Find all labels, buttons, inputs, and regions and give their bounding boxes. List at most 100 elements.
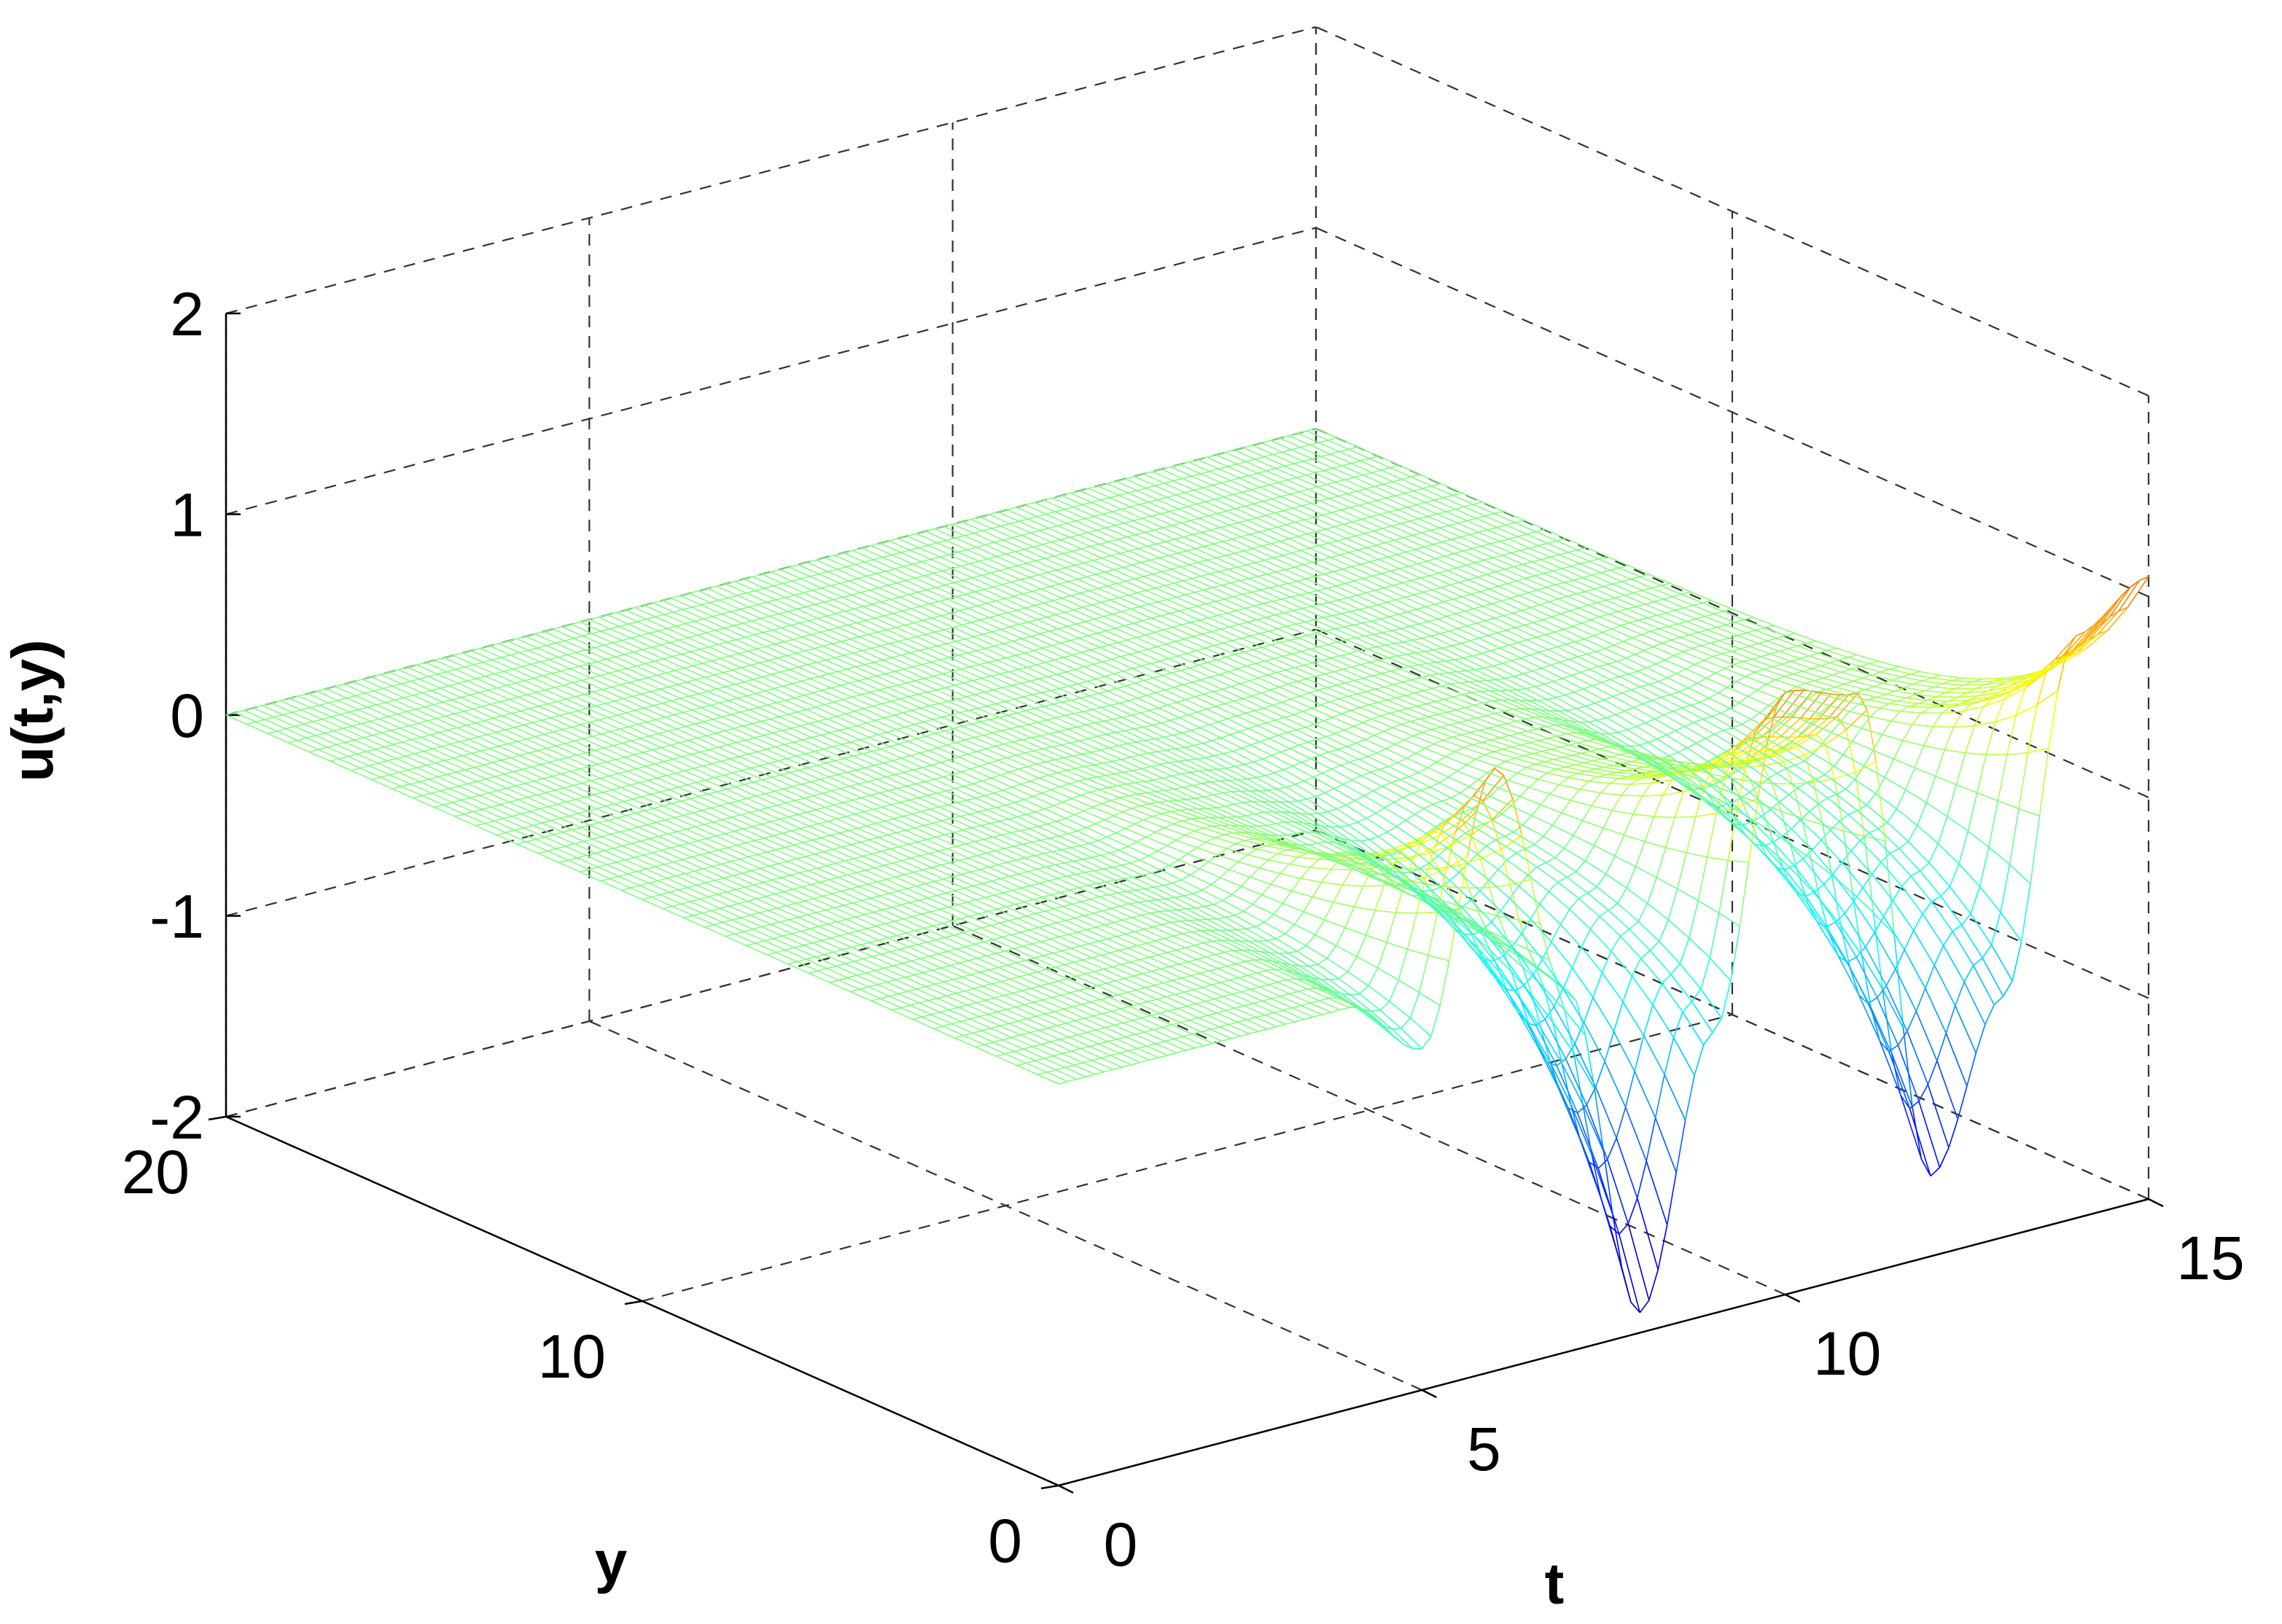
mesh-segment [885, 921, 895, 925]
mesh-segment [1068, 931, 1078, 935]
mesh-segment [1663, 711, 1673, 716]
mesh-segment [1800, 717, 1810, 719]
mesh-segment [431, 687, 441, 692]
mesh-segment [992, 628, 1002, 633]
mesh-segment [729, 652, 739, 657]
mesh-segment [1748, 689, 1758, 698]
mesh-segment [1169, 859, 1179, 866]
mesh-segment [814, 748, 824, 752]
mesh-segment [928, 747, 938, 752]
mesh-segment [1243, 800, 1253, 803]
mesh-segment [1683, 604, 1694, 609]
mesh-segment [530, 808, 540, 812]
mesh-segment [1220, 979, 1230, 983]
mesh-segment [1844, 680, 1854, 685]
mesh-segment [1643, 1004, 1654, 1036]
mesh-segment [1112, 759, 1121, 762]
mesh-segment [1530, 604, 1541, 609]
mesh-segment [723, 875, 733, 879]
mesh-segment [405, 753, 415, 757]
mesh-segment [1074, 1062, 1083, 1066]
mesh-segment [1109, 494, 1119, 499]
mesh-segment [728, 698, 739, 701]
mesh-segment [1554, 982, 1565, 1010]
mesh-segment [1317, 841, 1327, 844]
mesh-segment [780, 668, 790, 673]
mesh-segment [1689, 631, 1699, 636]
mesh-segment [1184, 744, 1194, 748]
mesh-segment [874, 762, 884, 766]
mesh-segment [1892, 676, 1902, 681]
mesh-segment [1039, 880, 1049, 884]
mesh-segment [1009, 520, 1019, 525]
mesh-segment [615, 756, 626, 760]
mesh-segment [885, 671, 895, 675]
mesh-segment [1297, 430, 1307, 434]
mesh-segment [1071, 795, 1081, 800]
mesh-segment [1327, 684, 1337, 689]
mesh-segment [1355, 533, 1365, 537]
mesh-segment [747, 692, 756, 697]
mesh-segment [755, 940, 765, 944]
mesh-segment [1836, 789, 1847, 795]
mesh-segment [826, 760, 836, 764]
mesh-segment [1335, 927, 1346, 946]
mesh-segment [1791, 657, 1801, 663]
mesh-segment [1655, 659, 1665, 665]
mesh-segment [1258, 859, 1269, 869]
mesh-segment [1517, 639, 1527, 644]
mesh-segment [850, 988, 860, 993]
mesh-segment [619, 623, 629, 628]
mesh-segment [1344, 477, 1355, 480]
mesh-segment [1592, 571, 1602, 576]
mesh-segment [1174, 684, 1184, 688]
mesh-segment [921, 808, 931, 813]
mesh-segment [1492, 813, 1503, 821]
mesh-segment [610, 875, 620, 880]
mesh-segment [1046, 1069, 1056, 1073]
mesh-segment [595, 850, 605, 854]
mesh-segment [594, 747, 604, 752]
mesh-segment [561, 623, 572, 628]
mesh-segment [634, 854, 644, 859]
mesh-segment [2006, 715, 2017, 755]
mesh-segment [1074, 810, 1084, 816]
mesh-segment [1312, 660, 1323, 664]
mesh-segment [1441, 584, 1451, 588]
mesh-segment [967, 854, 978, 859]
mesh-segment [1314, 720, 1324, 725]
mesh-segment [789, 916, 799, 921]
mesh-segment [1185, 945, 1195, 948]
mesh-segment [791, 827, 801, 832]
mesh-segment [1212, 482, 1222, 486]
mesh-segment [1028, 619, 1038, 623]
mesh-segment [749, 604, 759, 608]
mesh-segment [505, 829, 515, 833]
mesh-segment [731, 917, 741, 921]
mesh-segment [751, 617, 761, 622]
mesh-segment [1113, 717, 1123, 720]
mesh-segment [766, 954, 789, 965]
mesh-segment [1474, 823, 1484, 828]
mesh-segment [1773, 716, 1783, 719]
mesh-segment [1550, 661, 1560, 666]
mesh-segment [1142, 816, 1153, 821]
mesh-segment [1277, 849, 1287, 854]
mesh-segment [1605, 644, 1615, 649]
mesh-segment [1187, 847, 1197, 854]
mesh-segment [703, 615, 713, 620]
mesh-segment [900, 799, 910, 803]
mesh-segment [1298, 533, 1308, 537]
mesh-segment [1267, 788, 1277, 791]
mesh-segment [1977, 754, 1987, 793]
mesh-segment [1186, 907, 1196, 910]
mesh-segment [1845, 730, 1856, 773]
mesh-segment [888, 684, 898, 688]
mesh-segment [577, 854, 587, 859]
mesh-segment [992, 980, 1002, 985]
mesh-segment [689, 590, 699, 594]
mesh-segment [1388, 509, 1398, 513]
mesh-segment [1137, 1045, 1148, 1050]
mesh-segment [574, 840, 584, 845]
mesh-segment [1360, 839, 1370, 842]
